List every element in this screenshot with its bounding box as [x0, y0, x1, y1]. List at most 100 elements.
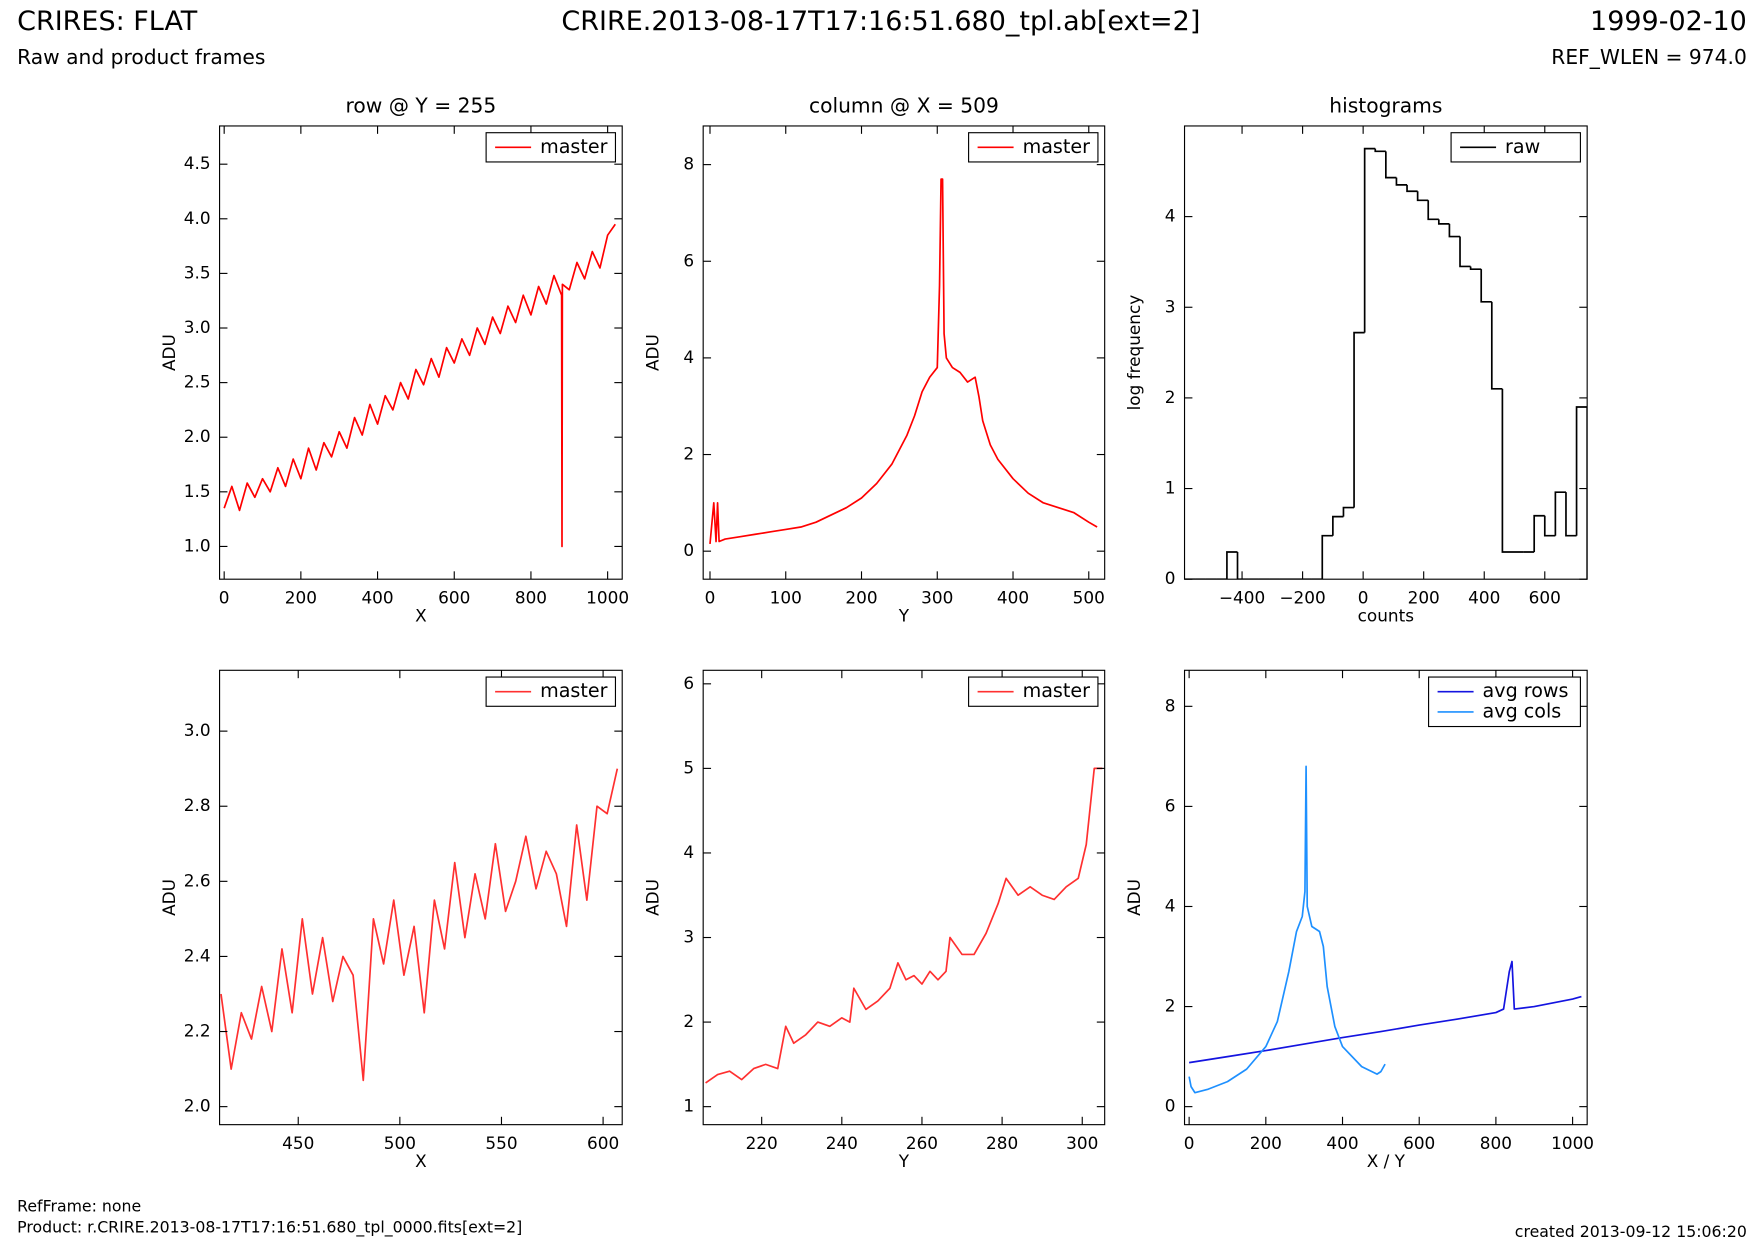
legend-label: master — [540, 135, 608, 158]
x-tick-label: 0 — [705, 587, 716, 607]
y-tick-label: 1.0 — [184, 535, 211, 555]
chart-title: row @ Y = 255 — [346, 93, 497, 117]
histogram-step — [1459, 236, 1471, 268]
x-tick-label: 500 — [1073, 587, 1105, 607]
y-tick-label: 2.0 — [184, 1096, 211, 1116]
y-tick-label: 4.0 — [184, 208, 211, 228]
histogram-step — [1437, 219, 1450, 225]
y-tick-label: 1.5 — [184, 481, 211, 501]
histogram-step — [1448, 223, 1461, 238]
x-tick-label: 220 — [746, 1133, 778, 1153]
histogram-step — [1236, 552, 1249, 580]
line-series — [709, 178, 1098, 545]
histogram-step — [1501, 388, 1513, 553]
x-tick-label: 0 — [219, 587, 230, 607]
y-tick-label: 2.2 — [184, 1021, 211, 1041]
header-date: 1999-02-10 — [1590, 6, 1747, 37]
line-series — [1189, 960, 1582, 1064]
y-tick-label: 2.0 — [184, 426, 211, 446]
y-tick-label: 4.5 — [184, 153, 211, 173]
x-tick-label: 100 — [770, 587, 802, 607]
plot — [1188, 765, 1582, 1094]
y-tick-label: 3.0 — [184, 720, 211, 740]
y-tick-label: 1 — [1165, 478, 1176, 498]
footer-product: Product: r.CRIRE.2013-08-17T17:16:51.680… — [17, 1218, 522, 1238]
x-tick-label: 1000 — [586, 587, 629, 607]
y-axis-label: ADU — [159, 879, 179, 916]
y-tick-label: 1 — [683, 1096, 694, 1116]
y-tick-label: 8 — [1165, 695, 1176, 715]
y-tick-label: 6 — [683, 250, 694, 270]
y-axis-label: log frequency — [1124, 295, 1144, 411]
x-axis-label: Y — [898, 1151, 910, 1171]
axes-frame — [702, 669, 1106, 1126]
histogram-step — [1469, 266, 1482, 271]
y-tick-label: 4 — [1165, 895, 1176, 915]
line-series — [220, 768, 619, 1082]
legend-label: master — [1023, 135, 1091, 158]
header-ref-wlen: REF_WLEN = 974.0 — [1551, 45, 1747, 69]
legend-label: avg rows — [1483, 679, 1569, 702]
x-axis-label: Y — [898, 605, 910, 625]
x-tick-label: 200 — [1408, 587, 1440, 607]
histogram-step — [1427, 200, 1439, 221]
x-tick-label: 400 — [1326, 1133, 1358, 1153]
x-axis-label: counts — [1358, 605, 1414, 625]
x-tick-label: 280 — [986, 1133, 1018, 1153]
x-tick-label: 200 — [845, 587, 877, 607]
x-tick-label: 800 — [515, 587, 547, 607]
histogram-step — [1342, 506, 1355, 517]
x-tick-label: 600 — [1529, 587, 1561, 607]
axes-frame — [1183, 125, 1588, 580]
y-tick-label: 3.5 — [184, 262, 211, 282]
x-axis-label: X — [415, 605, 427, 625]
y-tick-label: 2 — [1165, 996, 1176, 1016]
x-tick-label: 600 — [438, 587, 470, 607]
histogram-step — [1490, 301, 1503, 390]
y-tick-label: 3 — [683, 927, 694, 947]
y-tick-label: 3 — [1165, 296, 1176, 316]
y-tick-label: 2.5 — [184, 372, 211, 392]
x-tick-label: 1000 — [1551, 1133, 1594, 1153]
histogram-step — [1226, 551, 1238, 580]
legend-box — [485, 676, 617, 707]
x-axis-label: X — [415, 1151, 427, 1171]
y-tick-label: 3.0 — [184, 317, 211, 337]
y-axis-label: ADU — [643, 879, 663, 916]
x-tick-label: 600 — [1403, 1133, 1435, 1153]
legend-label: avg cols — [1483, 699, 1562, 722]
y-tick-label: 4 — [683, 347, 694, 367]
chart-title: histograms — [1329, 93, 1442, 117]
x-tick-label: 400 — [997, 587, 1029, 607]
x-tick-label: 800 — [1480, 1133, 1512, 1153]
histogram-step — [1565, 492, 1577, 537]
x-tick-label: 0 — [1184, 1133, 1195, 1153]
y-tick-label: 0 — [1165, 1096, 1176, 1116]
y-tick-label: 2.6 — [184, 870, 211, 890]
y-tick-label: 2 — [1165, 387, 1176, 407]
plot — [223, 223, 616, 548]
histogram-step — [1416, 191, 1429, 202]
legend-label: master — [1023, 679, 1091, 702]
plot — [709, 178, 1098, 545]
chart-title: column @ X = 509 — [809, 93, 999, 117]
x-tick-label: 600 — [587, 1133, 619, 1153]
x-axis-label: X / Y — [1367, 1151, 1406, 1171]
histogram-step — [1353, 331, 1365, 508]
y-tick-label: 2 — [683, 444, 694, 464]
x-tick-label: 0 — [1358, 587, 1369, 607]
axes-frame — [219, 669, 623, 1126]
histogram-step — [1385, 151, 1397, 179]
y-axis-label: ADU — [643, 334, 663, 371]
y-tick-label: 2.8 — [184, 795, 211, 815]
histogram-step — [1332, 515, 1344, 536]
histogram-step — [1533, 514, 1545, 553]
histogram-step — [1374, 148, 1386, 153]
x-tick-label: 400 — [1468, 587, 1500, 607]
y-tick-label: 2 — [683, 1011, 694, 1031]
legend-label: master — [540, 679, 608, 702]
x-tick-label: −200 — [1279, 587, 1325, 607]
footer-ref-frame: RefFrame: none — [17, 1196, 141, 1215]
header-title: CRIRES: FLAT — [17, 6, 198, 37]
